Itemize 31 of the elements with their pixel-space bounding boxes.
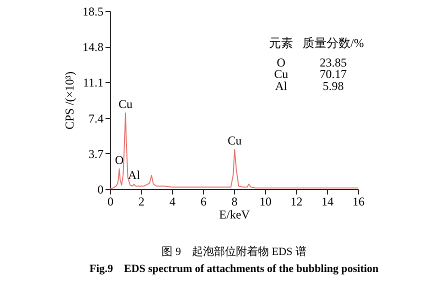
- y-tick-label: 7.4: [88, 111, 104, 126]
- annotation: O: [276, 56, 286, 70]
- x-tick-label: 8: [232, 194, 238, 208]
- x-tick-label: 10: [260, 194, 272, 208]
- x-axis-title: E/keV: [219, 208, 250, 222]
- annotation: 质量分数/%: [302, 36, 364, 50]
- y-axis-title: CPS /(×10³): [62, 71, 76, 130]
- annotation: Al: [275, 78, 288, 93]
- annotation: Cu: [228, 134, 242, 148]
- x-tick-label: 16: [352, 194, 364, 208]
- annotation: Cu: [274, 67, 288, 82]
- y-tick-label: 0: [98, 182, 104, 196]
- annotation: 70.17: [320, 67, 347, 82]
- x-tick-label: 0: [108, 194, 114, 208]
- x-tick-label: 6: [200, 194, 206, 208]
- annotation: 23.85: [320, 56, 347, 70]
- text: 图 9 起泡部位附着物 EDS 谱: [162, 245, 306, 258]
- y-tick-label: 3.7: [88, 146, 104, 161]
- annotation: 5.98: [322, 78, 344, 93]
- x-tick-label: 14: [322, 194, 334, 208]
- annotation: Al: [128, 168, 141, 182]
- x-tick-label: 2: [138, 194, 144, 208]
- annotation: Cu: [118, 96, 133, 111]
- y-tick-label: 11.1: [82, 76, 104, 90]
- y-tick-label: 14.8: [82, 40, 104, 54]
- annotation: O: [114, 152, 124, 167]
- text: Fig.9 EDS spectrum of attachments of the bubbling position: [89, 263, 379, 275]
- annotation: 元素: [269, 36, 294, 50]
- x-tick-label: 12: [290, 194, 302, 208]
- y-tick-label: 18.5: [82, 4, 104, 18]
- x-tick-label: 4: [170, 194, 176, 208]
